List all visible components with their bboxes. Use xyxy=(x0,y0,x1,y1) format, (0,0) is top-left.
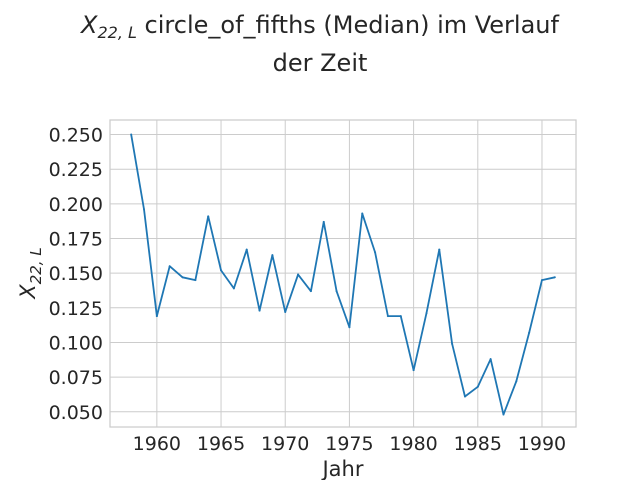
data-point xyxy=(297,273,300,276)
series-line xyxy=(130,134,556,416)
data-point xyxy=(412,369,415,372)
data-point xyxy=(489,358,492,361)
data-point xyxy=(322,220,325,223)
data-point xyxy=(528,331,531,334)
data-point xyxy=(540,279,543,282)
data-point xyxy=(438,248,441,251)
x-tick-label: 1975 xyxy=(325,433,373,455)
y-tick-label: 0.075 xyxy=(49,367,103,389)
y-tick-label: 0.125 xyxy=(49,298,103,320)
data-point xyxy=(245,248,248,251)
data-point xyxy=(476,385,479,388)
y-label-math-x: X xyxy=(16,284,40,300)
y-tick-label: 0.050 xyxy=(49,402,103,424)
data-point xyxy=(348,326,351,329)
x-tick-label: 1960 xyxy=(133,433,181,455)
data-point xyxy=(168,265,171,268)
data-point xyxy=(463,395,466,398)
y-label-math-subscript: 22, L xyxy=(27,247,45,284)
data-point xyxy=(194,279,197,282)
data-point xyxy=(361,212,364,215)
y-tick-label: 0.250 xyxy=(49,125,103,147)
data-point xyxy=(502,413,505,416)
data-point xyxy=(399,315,402,318)
x-tick-labels: 1960 1965 1970 1975 1980 1985 1990 xyxy=(133,433,566,455)
title-text: circle_of_fifths (Median) im Verlauf xyxy=(136,11,559,39)
chart-title-line-2: der Zeit xyxy=(272,49,368,77)
data-point xyxy=(309,290,312,293)
x-tick-label: 1985 xyxy=(454,433,502,455)
chart-title-line-1: X22, L circle_of_fifths (Median) im Verl… xyxy=(0,10,640,48)
x-axis-label: Jahr xyxy=(320,457,363,480)
plot-frame xyxy=(109,119,577,428)
data-point xyxy=(335,290,338,293)
x-tick-label: 1970 xyxy=(261,433,309,455)
data-point xyxy=(181,276,184,279)
data-point xyxy=(553,276,556,279)
data-point xyxy=(515,380,518,383)
y-tick-label: 0.175 xyxy=(49,229,103,251)
x-tick-label: 1980 xyxy=(389,433,437,455)
data-point xyxy=(258,309,261,312)
y-axis-label: X22, L xyxy=(16,247,45,299)
data-point xyxy=(271,254,274,257)
y-tick-label: 0.100 xyxy=(49,332,103,354)
data-point xyxy=(451,342,454,345)
data-point xyxy=(130,133,133,136)
data-point xyxy=(425,312,428,315)
data-point xyxy=(143,208,146,211)
y-tick-label: 0.150 xyxy=(49,263,103,285)
y-tick-label: 0.200 xyxy=(49,194,103,216)
data-point xyxy=(207,215,210,218)
title-math-x: X xyxy=(81,11,98,39)
data-point xyxy=(232,287,235,290)
data-point xyxy=(374,251,377,254)
series-layer xyxy=(130,133,556,416)
data-point xyxy=(220,269,223,272)
x-tick-label: 1990 xyxy=(518,433,566,455)
y-tick-label: 0.225 xyxy=(49,159,103,181)
y-tick-labels: 0.050 0.075 0.100 0.125 0.150 0.175 0.200 0.225… xyxy=(49,125,103,424)
data-point xyxy=(386,315,389,318)
title-math-subscript: 22, L xyxy=(97,23,137,42)
x-tick-label: 1965 xyxy=(197,433,245,455)
data-point xyxy=(155,315,158,318)
data-point xyxy=(284,310,287,313)
chart-title: X22, L circle_of_fifths (Median) im Verl… xyxy=(0,10,640,79)
